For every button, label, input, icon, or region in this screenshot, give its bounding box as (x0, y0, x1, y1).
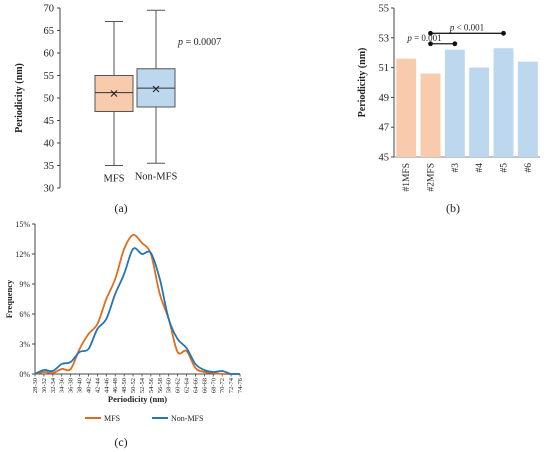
x-tick-label: 34-36 (59, 377, 66, 393)
series-line (34, 247, 241, 375)
bracket-endpoint (452, 41, 458, 47)
series-line (34, 234, 241, 375)
x-tick-label: 58-60 (166, 378, 173, 393)
y-tick-label: 9% (19, 280, 30, 289)
x-category-label: #4 (475, 163, 485, 173)
panel-c-line-chart: 0% 3% 6% 9% 12% 15% Frequency 28-30 30-32 32-34 34… (4, 220, 244, 423)
y-tick-label: 6% (19, 310, 30, 319)
y-tick-label: 0% (19, 370, 30, 379)
y-axis-title: Periodicity (nm) (357, 48, 368, 118)
bracket-endpoint (428, 41, 433, 47)
x-tick-label: 62-64 (184, 377, 191, 393)
panel-b-bar-chart: 45 47 49 51 53 55 Periodicity (nm) #1MFS #2MFS #3… (357, 4, 540, 192)
y-tick-label: 70 (44, 4, 55, 15)
x-tick-label: 42-44 (94, 377, 101, 393)
x-tick-label: 56-58 (157, 378, 164, 393)
bar (517, 61, 538, 157)
x-category-label: #2MFS (427, 163, 437, 192)
p-value-annotation: p = 0.0007 (177, 37, 221, 48)
bar (396, 58, 417, 157)
bar (469, 67, 490, 157)
y-tick-label: 53 (379, 33, 390, 44)
y-tick-label: 55 (44, 71, 55, 82)
y-tick-label: 40 (44, 139, 55, 150)
x-category-label: #6 (524, 163, 534, 173)
x-tick-label: 28-30 (32, 378, 39, 393)
y-tick-label: 47 (379, 123, 390, 134)
panel-c-label: (c) (114, 435, 127, 449)
x-tick-label: 60-62 (175, 378, 182, 393)
x-tick-label: 44-46 (103, 377, 110, 393)
bracket-endpoint (501, 30, 506, 36)
x-tick-label: 52-54 (139, 377, 146, 393)
panel-a-label: (a) (114, 201, 127, 215)
y-tick-label: 55 (379, 4, 390, 15)
bar (444, 49, 465, 157)
x-tick-label: 38-40 (77, 378, 84, 393)
bar (493, 48, 514, 158)
y-axis-title: Periodicity (nm) (14, 63, 25, 133)
y-tick-label: 3% (19, 340, 30, 349)
bracket-p-value: p = 0.001 (406, 33, 441, 43)
box-mean-marker (110, 90, 118, 97)
x-tick-label: 74-76 (237, 377, 244, 393)
bracket-endpoint (428, 30, 433, 36)
x-tick-label: 40-42 (85, 378, 92, 393)
x-tick-label: 36-38 (68, 378, 75, 393)
y-tick-label: 12% (15, 250, 30, 259)
box-mean-marker (152, 85, 160, 93)
x-tick-label: 72-74 (228, 377, 235, 393)
y-tick-label: 65 (44, 26, 55, 37)
y-tick-label: 35 (44, 161, 55, 172)
x-tick-label: 48-50 (121, 378, 128, 393)
legend-label: Non-MFS (171, 414, 203, 423)
x-tick-label: 32-34 (50, 377, 57, 393)
x-tick-label: 68-70 (210, 378, 217, 393)
x-category-label: #5 (500, 163, 510, 173)
y-tick-label: 45 (44, 116, 55, 127)
y-axis-title: Frequency (4, 279, 14, 318)
x-category-label: MFS (103, 174, 124, 185)
x-tick-label: 54-56 (148, 377, 155, 393)
x-tick-label: 30-32 (41, 378, 48, 393)
x-tick-label: 46-48 (112, 378, 119, 393)
x-tick-label: 66-68 (201, 378, 208, 393)
x-category-label: #1MFS (402, 163, 412, 192)
bar (420, 73, 441, 157)
x-axis-title: Periodicity (nm) (108, 394, 167, 404)
bracket-p-value: p < 0.001 (449, 22, 484, 32)
panel-b-label: (b) (446, 201, 460, 215)
x-tick-label: 50-52 (130, 378, 137, 393)
x-category-label: #3 (451, 163, 461, 173)
legend-label: MFS (104, 414, 120, 423)
y-tick-label: 45 (379, 153, 390, 164)
y-tick-label: 50 (44, 94, 55, 105)
y-tick-label: 51 (379, 63, 390, 74)
y-tick-label: 60 (44, 49, 55, 60)
x-tick-label: 64-66 (192, 377, 199, 393)
x-category-label: Non-MFS (135, 171, 178, 182)
y-tick-label: 15% (15, 220, 30, 229)
y-tick-label: 30 (44, 184, 55, 195)
panel-a-box-plot: 30 35 40 45 50 55 60 65 70 Periodicity (nm) MFS Non… (14, 4, 221, 195)
x-tick-label: 70-72 (219, 378, 226, 393)
y-tick-label: 49 (379, 93, 390, 104)
